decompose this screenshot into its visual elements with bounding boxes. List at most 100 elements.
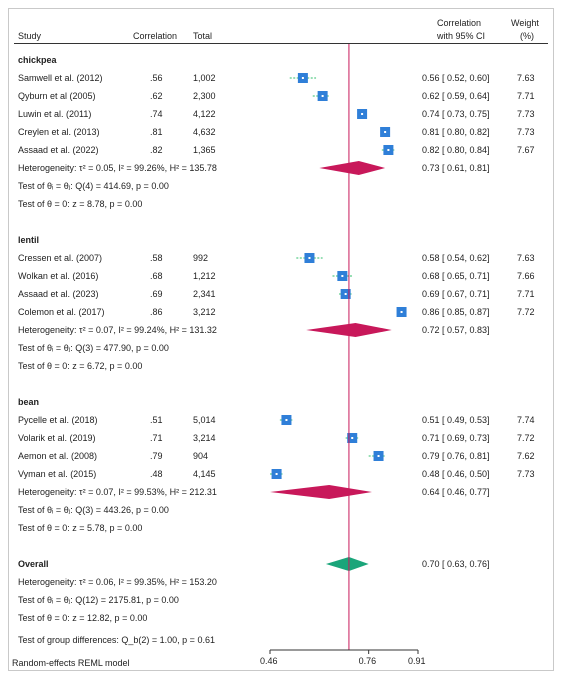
study-ci-text: 0.71 [ 0.69, 0.73]: [422, 433, 490, 443]
group-pooled-diamond: [319, 161, 386, 175]
overall-label: Overall: [18, 559, 49, 569]
study-marker-dot: [387, 149, 390, 151]
overall-test-equal: Test of θᵢ = θⱼ: Q(12) = 2175.81, p = 0.…: [18, 595, 179, 605]
study-name: Creylen et al. (2013): [18, 127, 100, 137]
study-correlation: .71: [150, 433, 163, 443]
group-test-equal: Test of θᵢ = θⱼ: Q(3) = 443.26, p = 0.00: [18, 505, 169, 515]
group-heterogeneity: Heterogeneity: τ² = 0.07, I² = 99.24%, H…: [18, 325, 217, 335]
study-name: Volarik et al. (2019): [18, 433, 96, 443]
study-ci-text: 0.48 [ 0.46, 0.50]: [422, 469, 490, 479]
study-name: Cressen et al. (2007): [18, 253, 103, 263]
study-correlation: .68: [150, 271, 163, 281]
study-name: Vyman et al. (2015): [18, 469, 97, 479]
study-weight: 7.73: [517, 469, 535, 479]
study-weight: 7.72: [517, 433, 535, 443]
group-pooled-ci-text: 0.64 [ 0.46, 0.77]: [422, 487, 490, 497]
study-weight: 7.66: [517, 271, 535, 281]
study-total: 904: [193, 451, 209, 461]
study-total: 992: [193, 253, 209, 263]
study-name: Wolkan et al. (2016): [18, 271, 99, 281]
study-marker-dot: [377, 455, 380, 457]
study-correlation: .86: [150, 307, 163, 317]
study-name: Samwell et al. (2012): [18, 73, 103, 83]
study-ci-text: 0.56 [ 0.52, 0.60]: [422, 73, 490, 83]
study-correlation: .48: [150, 469, 163, 479]
study-weight: 7.72: [517, 307, 535, 317]
study-marker-dot: [341, 275, 344, 277]
study-total: 2,300: [193, 91, 216, 101]
study-correlation: .58: [150, 253, 163, 263]
study-ci-text: 0.81 [ 0.80, 0.82]: [422, 127, 490, 137]
study-marker-dot: [321, 95, 324, 97]
study-weight: 7.62: [517, 451, 535, 461]
model-footer: Random-effects REML model: [12, 658, 130, 668]
overall-pooled-diamond: [325, 557, 369, 571]
study-marker-dot: [384, 131, 387, 133]
study-ci-text: 0.51 [ 0.49, 0.53]: [422, 415, 490, 425]
study-total: 1,002: [193, 73, 216, 83]
study-marker-dot: [301, 77, 304, 79]
overall-pooled-ci-text: 0.70 [ 0.63, 0.76]: [422, 559, 490, 569]
group-heterogeneity: Heterogeneity: τ² = 0.05, I² = 99.26%, H…: [18, 163, 217, 173]
study-correlation: .74: [150, 109, 163, 119]
study-marker-dot: [344, 293, 347, 295]
forest-plot-frame: [8, 8, 554, 671]
study-correlation: .81: [150, 127, 163, 137]
study-marker-dot: [400, 311, 403, 313]
header-rule: [14, 43, 548, 44]
group-test-zero: Test of θ = 0: z = 6.72, p = 0.00: [18, 361, 143, 371]
study-name: Assaad et al. (2022): [18, 145, 99, 155]
study-correlation: .82: [150, 145, 163, 155]
column-header-ci-line2: with 95% CI: [437, 31, 486, 41]
group-label: lentil: [18, 235, 40, 245]
study-marker-dot: [285, 419, 288, 421]
group-test-equal: Test of θᵢ = θⱼ: Q(4) = 414.69, p = 0.00: [18, 181, 169, 191]
study-correlation: .69: [150, 289, 163, 299]
study-weight: 7.73: [517, 109, 535, 119]
group-test-zero: Test of θ = 0: z = 5.78, p = 0.00: [18, 523, 143, 533]
study-ci-text: 0.79 [ 0.76, 0.81]: [422, 451, 490, 461]
study-name: Qyburn et al (2005): [18, 91, 96, 101]
study-name: Luwin et al. (2011): [18, 109, 92, 119]
group-test-zero: Test of θ = 0: z = 8.78, p = 0.00: [18, 199, 143, 209]
study-total: 4,145: [193, 469, 216, 479]
column-header-weight-line2: (%): [520, 31, 534, 41]
overall-test-zero: Test of θ = 0: z = 12.82, p = 0.00: [18, 613, 148, 623]
study-total: 3,214: [193, 433, 216, 443]
study-name: Colemon et al. (2017): [18, 307, 105, 317]
study-ci-text: 0.68 [ 0.65, 0.71]: [422, 271, 490, 281]
study-total: 1,365: [193, 145, 216, 155]
study-weight: 7.67: [517, 145, 535, 155]
study-ci-text: 0.82 [ 0.80, 0.84]: [422, 145, 490, 155]
study-name: Assaad et al. (2023): [18, 289, 99, 299]
group-test-equal: Test of θᵢ = θⱼ: Q(3) = 477.90, p = 0.00: [18, 343, 169, 353]
study-weight: 7.73: [517, 127, 535, 137]
overall-heterogeneity: Heterogeneity: τ² = 0.06, I² = 99.35%, H…: [18, 577, 217, 587]
study-marker-dot: [351, 437, 354, 439]
study-marker-dot: [275, 473, 278, 475]
column-header-total: Total: [193, 31, 213, 41]
group-pooled-diamond: [270, 485, 372, 499]
group-label: chickpea: [18, 55, 57, 65]
study-weight: 7.74: [517, 415, 535, 425]
study-total: 1,212: [193, 271, 216, 281]
study-marker-dot: [308, 257, 311, 259]
study-ci-text: 0.86 [ 0.85, 0.87]: [422, 307, 490, 317]
study-name: Pycelle et al. (2018): [18, 415, 98, 425]
study-weight: 7.71: [517, 91, 535, 101]
study-ci-text: 0.74 [ 0.73, 0.75]: [422, 109, 490, 119]
x-axis-tick-label: 0.91: [408, 656, 426, 666]
group-pooled-ci-text: 0.72 [ 0.57, 0.83]: [422, 325, 490, 335]
study-correlation: .56: [150, 73, 163, 83]
study-correlation: .62: [150, 91, 163, 101]
study-total: 5,014: [193, 415, 216, 425]
x-axis-tick-label: 0.76: [358, 656, 377, 666]
study-name: Aemon et al. (2008): [18, 451, 98, 461]
group-heterogeneity: Heterogeneity: τ² = 0.07, I² = 99.53%, H…: [18, 487, 217, 497]
column-header-ci-line1: Correlation: [437, 18, 482, 28]
study-weight: 7.63: [517, 73, 535, 83]
column-header-weight-line1: Weight: [511, 18, 539, 28]
study-correlation: .51: [150, 415, 163, 425]
x-axis-tick-label: 0.46: [260, 656, 278, 666]
group-label: bean: [18, 397, 40, 407]
